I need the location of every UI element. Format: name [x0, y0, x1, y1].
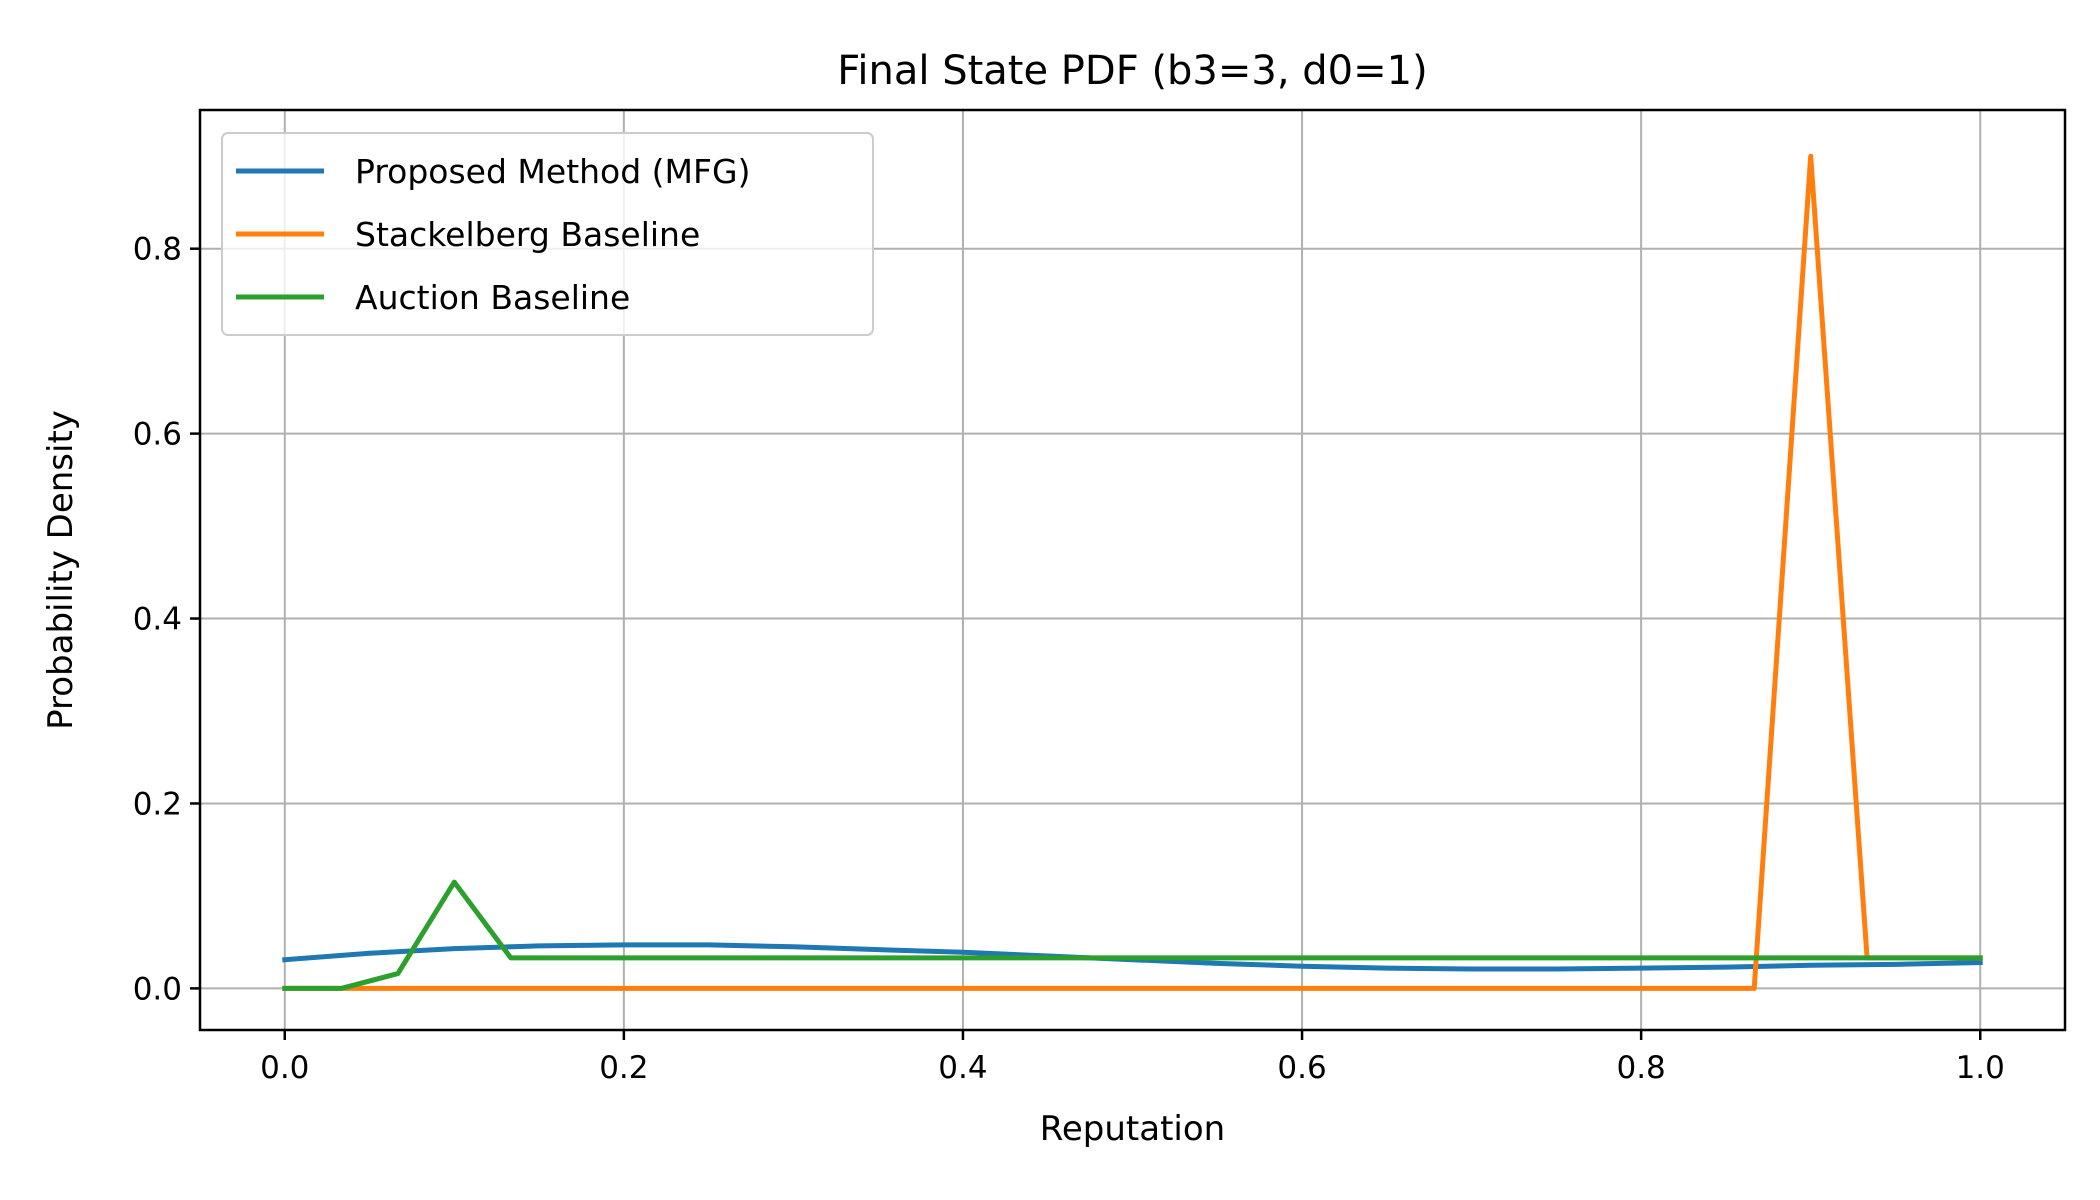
legend-label-0: Proposed Method (MFG) [355, 152, 750, 191]
y-tick-label: 0.2 [133, 786, 182, 822]
y-tick-label: 0.0 [133, 971, 182, 1007]
legend-items: Proposed Method (MFG) Stackelberg Baselin… [236, 152, 750, 317]
y-axis-label: Probability Density [41, 410, 81, 730]
x-axis-label: Reputation [1040, 1109, 1225, 1149]
legend-label-2: Auction Baseline [355, 278, 630, 317]
x-tick-label: 0.4 [938, 1050, 987, 1086]
legend-label-1: Stackelberg Baseline [355, 215, 700, 254]
chart-title: Final State PDF (b3=3, d0=1) [837, 48, 1427, 94]
axis-ticks: 0.0 0.2 0.4 0.6 0.8 1.0 0.0 0.2 0.4 0.6 0.8 [133, 232, 2005, 1086]
legend: Proposed Method (MFG) Stackelberg Baselin… [221, 132, 874, 336]
plot-frame [198, 108, 2067, 1032]
x-tick-label: 0.2 [599, 1050, 648, 1086]
plot-series [282, 153, 1983, 991]
y-tick-label: 0.4 [133, 602, 182, 638]
series-line-2 [282, 879, 1983, 991]
y-tick-label: 0.6 [133, 417, 182, 453]
legend-box [221, 132, 874, 336]
x-tick-label: 0.8 [1616, 1050, 1665, 1086]
y-tick-label: 0.8 [133, 232, 182, 268]
x-tick-label: 0.6 [1277, 1050, 1326, 1086]
x-tick-label: 1.0 [1956, 1050, 2005, 1086]
x-tick-label: 0.0 [260, 1050, 309, 1086]
